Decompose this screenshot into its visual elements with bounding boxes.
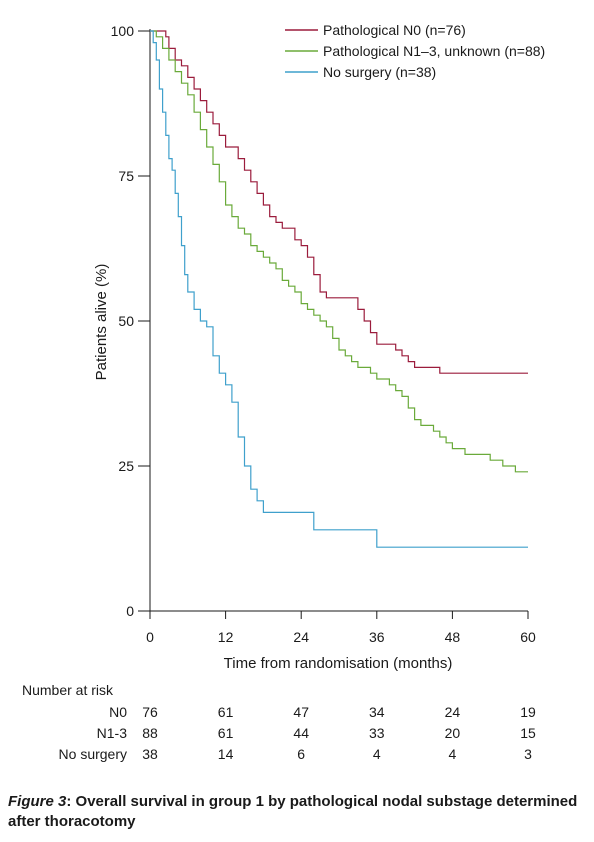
x-tick-label: 0 (146, 629, 154, 645)
y-tick-label: 50 (118, 313, 134, 329)
x-tick-label: 24 (293, 629, 309, 645)
risk-value: 47 (293, 704, 309, 720)
series-line-1 (150, 30, 528, 473)
x-tick-label: 60 (520, 629, 536, 645)
risk-value: 34 (369, 704, 385, 720)
y-tick-label: 25 (118, 458, 134, 474)
x-axis-label: Time from randomisation (months) (224, 655, 453, 672)
risk-value: 88 (142, 725, 158, 741)
risk-value: 14 (218, 746, 234, 762)
y-tick-label: 75 (118, 168, 134, 184)
legend-label-2: No surgery (n=38) (323, 64, 436, 80)
y-tick-label: 100 (111, 23, 135, 39)
risk-table-title: Number at risk (22, 682, 114, 698)
legend-label-1: Pathological N1–3, unknown (n=88) (323, 43, 545, 59)
legend-label-0: Pathological N0 (n=76) (323, 22, 466, 38)
series-line-0 (150, 30, 528, 374)
series-line-2 (150, 30, 528, 548)
y-axis-label: Patients alive (%) (93, 264, 110, 381)
risk-row-label: N0 (109, 704, 127, 720)
legend: Pathological N0 (n=76) Pathological N1–3,… (285, 22, 545, 80)
risk-value: 61 (218, 704, 234, 720)
axes: 0 25 50 75 100 0 12 24 36 48 60 (111, 23, 536, 645)
risk-row-label: No surgery (59, 746, 127, 762)
risk-value: 76 (142, 704, 158, 720)
risk-value: 15 (520, 725, 536, 741)
figure-caption: Figure 3: Overall survival in group 1 by… (8, 792, 586, 832)
risk-value: 6 (297, 746, 305, 762)
risk-value: 24 (445, 704, 461, 720)
figure-label: Figure 3 (8, 793, 67, 810)
survival-curves (150, 30, 528, 548)
risk-value: 4 (449, 746, 457, 762)
x-tick-label: 12 (218, 629, 234, 645)
risk-value: 61 (218, 725, 234, 741)
risk-value: 19 (520, 704, 536, 720)
risk-value: 3 (524, 746, 532, 762)
risk-value: 4 (373, 746, 381, 762)
risk-row-label: N1-3 (97, 725, 128, 741)
caption-text: : Overall survival in group 1 by patholo… (8, 793, 578, 830)
risk-value: 44 (293, 725, 309, 741)
risk-value: 38 (142, 746, 158, 762)
x-tick-label: 48 (445, 629, 461, 645)
risk-value: 20 (445, 725, 461, 741)
y-tick-label: 0 (126, 603, 134, 619)
x-tick-label: 36 (369, 629, 385, 645)
risk-value: 33 (369, 725, 385, 741)
